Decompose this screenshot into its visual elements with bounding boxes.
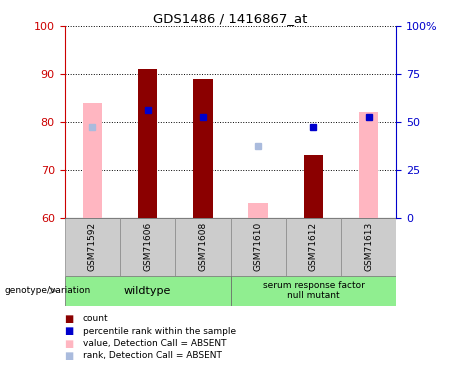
Bar	[120, 217, 175, 276]
Text: GSM71612: GSM71612	[309, 222, 318, 271]
Text: wildtype: wildtype	[124, 286, 171, 296]
Text: ■: ■	[65, 339, 74, 348]
Text: GSM71592: GSM71592	[88, 222, 97, 271]
Text: rank, Detection Call = ABSENT: rank, Detection Call = ABSENT	[83, 351, 222, 360]
Bar	[230, 217, 286, 276]
Bar	[138, 69, 157, 218]
Bar	[65, 217, 120, 276]
Text: GSM71608: GSM71608	[198, 222, 207, 271]
Bar	[83, 103, 102, 218]
Bar	[286, 217, 341, 276]
Text: value, Detection Call = ABSENT: value, Detection Call = ABSENT	[83, 339, 226, 348]
Text: GSM71610: GSM71610	[254, 222, 263, 271]
Bar	[248, 203, 268, 217]
Text: ■: ■	[65, 326, 74, 336]
Text: serum response factor
null mutant: serum response factor null mutant	[263, 281, 364, 300]
Bar	[193, 79, 213, 218]
Text: count: count	[83, 314, 109, 323]
Text: genotype/variation: genotype/variation	[5, 286, 91, 295]
Bar	[304, 155, 323, 218]
Text: GSM71606: GSM71606	[143, 222, 152, 271]
Bar	[175, 217, 230, 276]
Text: ■: ■	[65, 314, 74, 324]
Bar	[359, 112, 378, 218]
Text: percentile rank within the sample: percentile rank within the sample	[83, 327, 236, 336]
Bar	[230, 276, 396, 306]
Bar	[65, 276, 230, 306]
Bar	[341, 217, 396, 276]
Title: GDS1486 / 1416867_at: GDS1486 / 1416867_at	[154, 12, 307, 25]
Text: ■: ■	[65, 351, 74, 361]
Text: GSM71613: GSM71613	[364, 222, 373, 271]
